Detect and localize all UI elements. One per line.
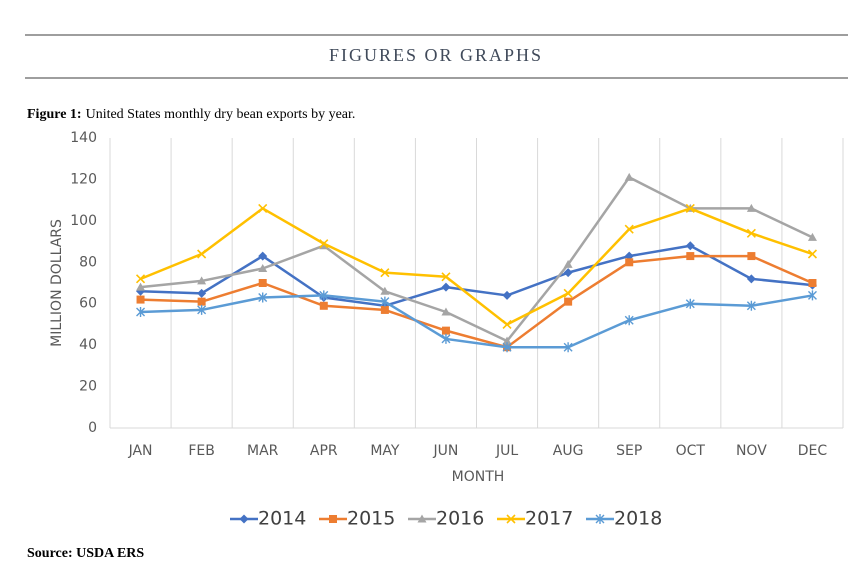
x-tick-label: MAR	[247, 443, 279, 459]
marker	[197, 288, 207, 298]
marker	[807, 290, 817, 301]
marker	[329, 515, 337, 523]
marker	[624, 172, 634, 181]
marker	[319, 239, 329, 249]
x-tick-label: SEP	[616, 443, 642, 459]
series-line	[140, 294, 813, 349]
marker	[686, 252, 695, 261]
figure-caption: Figure 1: United States monthly dry bean …	[27, 107, 355, 122]
marker	[380, 268, 390, 278]
marker	[258, 279, 267, 287]
x-tick-label: JUN	[433, 443, 459, 459]
y-tick-label: 40	[79, 337, 97, 353]
marker	[685, 298, 695, 309]
x-tick-label: FEB	[188, 443, 215, 459]
marker	[197, 276, 207, 285]
x-tick-label: JAN	[128, 443, 153, 459]
figure-label: Figure 1:	[27, 107, 82, 122]
marker	[564, 297, 573, 306]
marker	[441, 307, 451, 316]
marker	[417, 514, 427, 523]
caption-text: United States monthly dry bean exports b…	[86, 107, 356, 122]
marker	[746, 228, 756, 238]
x-tick-label: AUG	[553, 443, 584, 459]
legend-label: 2016	[436, 508, 484, 530]
marker	[258, 203, 268, 213]
marker	[197, 297, 206, 306]
y-tick-label: 0	[88, 420, 97, 436]
x-axis-label: MONTH	[452, 469, 505, 485]
marker	[441, 333, 451, 344]
marker	[239, 514, 249, 524]
marker	[563, 268, 573, 278]
legend-label: 2015	[347, 508, 395, 530]
x-tick-label: APR	[310, 443, 338, 459]
marker	[563, 259, 573, 268]
marker	[746, 274, 756, 284]
marker	[807, 249, 818, 259]
x-tick-label: JUL	[495, 443, 518, 459]
marker	[685, 203, 695, 213]
series-line	[140, 254, 813, 349]
y-tick-label: 120	[70, 171, 97, 187]
marker	[380, 286, 390, 295]
legend-label: 2014	[258, 508, 306, 530]
y-tick-label: 140	[70, 130, 97, 146]
marker	[258, 251, 268, 261]
x-tick-label: DEC	[798, 443, 828, 459]
marker	[258, 292, 268, 303]
marker	[135, 274, 146, 284]
marker	[197, 304, 207, 315]
marker	[136, 282, 146, 291]
marker	[807, 232, 817, 241]
marker	[502, 342, 512, 353]
marker	[563, 342, 573, 353]
legend-label: 2018	[614, 508, 662, 530]
series-line	[140, 176, 813, 343]
marker	[625, 258, 634, 267]
y-axis-label: MILLION DOLLARS	[49, 219, 65, 347]
marker	[441, 272, 451, 282]
marker	[624, 315, 634, 326]
series-line	[140, 207, 813, 326]
marker	[441, 326, 450, 335]
marker	[197, 249, 207, 259]
y-tick-label: 60	[79, 296, 97, 312]
marker	[502, 336, 512, 345]
y-tick-label: 80	[79, 254, 97, 270]
marker	[319, 290, 329, 301]
marker	[746, 300, 756, 311]
marker	[624, 224, 634, 234]
x-tick-label: MAY	[370, 443, 400, 459]
marker	[747, 252, 756, 261]
legend-label: 2017	[525, 508, 573, 530]
marker	[441, 282, 451, 292]
source: Source: USDA ERS	[27, 546, 144, 561]
marker	[502, 290, 512, 300]
series-line	[140, 244, 813, 308]
marker	[136, 295, 145, 304]
marker	[746, 203, 756, 212]
y-tick-label: 20	[79, 379, 97, 395]
marker	[595, 514, 605, 524]
x-tick-label: NOV	[736, 443, 767, 459]
marker	[319, 301, 328, 310]
marker	[380, 296, 390, 307]
marker	[808, 279, 817, 287]
marker	[506, 514, 516, 524]
marker	[380, 305, 389, 314]
y-tick-label: 100	[70, 213, 97, 229]
marker	[136, 307, 146, 317]
marker	[563, 288, 573, 298]
header-title: FIGURES OR GRAPHS	[329, 45, 543, 65]
marker	[685, 241, 695, 251]
marker	[319, 241, 329, 250]
marker	[502, 319, 512, 329]
x-tick-label: OCT	[676, 443, 706, 459]
marker	[258, 264, 268, 272]
